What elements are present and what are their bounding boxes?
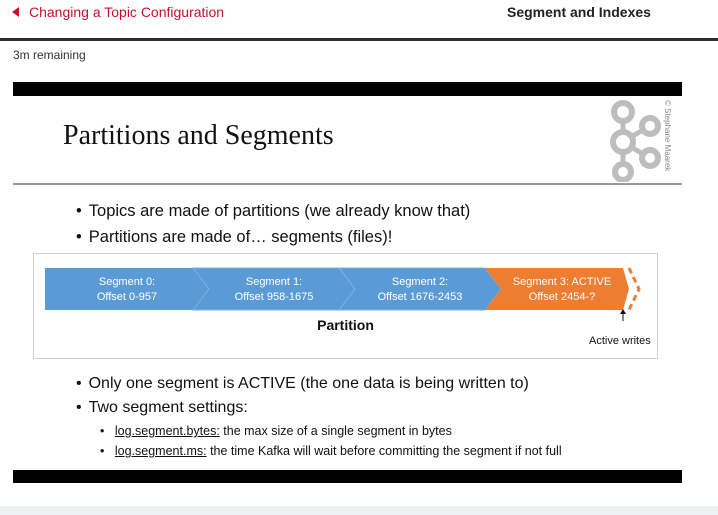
setting-description: the max size of a single segment in byte… (219, 424, 452, 438)
partition-label: Partition (317, 317, 374, 333)
bullet-list-top: Topics are made of partitions (we alread… (76, 198, 471, 250)
segment-2-name: Segment 2: (392, 276, 448, 288)
segment-1-name: Segment 1: (246, 276, 302, 288)
time-remaining: 3m remaining (13, 48, 86, 62)
setting-description: the time Kafka will wait before committi… (206, 444, 562, 458)
top-navigation: Changing a Topic Configuration Segment a… (0, 0, 718, 36)
slide-title: Partitions and Segments (63, 120, 334, 151)
title-divider (13, 183, 682, 185)
segment-3-open-edge (627, 267, 641, 311)
sub-bullet-item: log.segment.bytes: the max size of a sin… (100, 421, 562, 441)
slide-top-bar (13, 82, 682, 96)
copyright-notice: © Stephane Maarek (663, 100, 672, 172)
setting-key: log.segment.ms: (114, 444, 207, 458)
previous-lecture-label: Changing a Topic Configuration (29, 4, 225, 20)
kafka-logo-icon (610, 100, 661, 182)
chevron-left-icon (12, 7, 19, 17)
bullet-item: Two segment settings: (76, 396, 529, 420)
segment-3-shape (485, 268, 629, 310)
partition-diagram: Segment 0: Offset 0-957 Segment 1: Offse… (33, 253, 658, 359)
header-divider (0, 38, 718, 41)
segment-1-offset: Offset 958-1675 (235, 291, 314, 303)
bullet-item: Only one segment is ACTIVE (the one data… (76, 372, 529, 396)
segment-0-shape (45, 268, 209, 310)
segment-1-shape (191, 267, 356, 311)
segment-0-name: Segment 0: (99, 276, 155, 288)
bullet-item: Partitions are made of… segments (files)… (76, 224, 470, 250)
active-writes-arrowhead (620, 309, 626, 314)
bullet-list-bottom: Only one segment is ACTIVE (the one data… (76, 372, 529, 420)
sub-bullet-item: log.segment.ms: the time Kafka will wait… (100, 441, 562, 461)
sub-bullet-list: log.segment.bytes: the max size of a sin… (100, 421, 562, 461)
active-writes-label: Active writes (589, 335, 651, 347)
slide-bottom-bar (13, 470, 682, 483)
bottom-strip (0, 506, 718, 515)
next-lecture-title[interactable]: Segment and Indexes (507, 4, 651, 20)
segment-0-offset: Offset 0-957 (97, 291, 157, 303)
setting-key: log.segment.bytes: (114, 424, 220, 438)
bullet-item: Topics are made of partitions (we alread… (76, 198, 471, 224)
lecture-slide: Partitions and Segments © Stephane Maare… (13, 82, 682, 483)
segment-2-shape (337, 267, 502, 311)
segment-3-offset: Offset 2454-? (529, 291, 595, 303)
segment-2-offset: Offset 1676-2453 (378, 291, 463, 303)
previous-lecture-link[interactable]: Changing a Topic Configuration (12, 4, 224, 20)
segments-diagram: Segment 0: Offset 0-957 Segment 1: Offse… (45, 267, 641, 321)
segment-3-name: Segment 3: ACTIVE (513, 276, 611, 288)
